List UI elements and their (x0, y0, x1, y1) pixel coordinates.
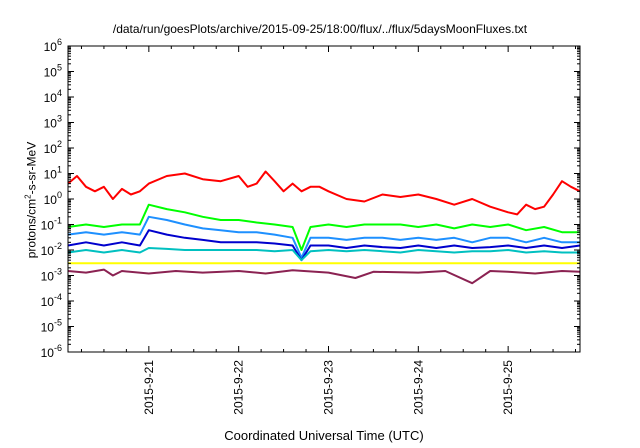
chart-title: /data/run/goesPlots/archive/2015-09-25/1… (112, 22, 528, 36)
y-tick-exponent: 4 (57, 88, 62, 98)
plot-frame (67, 45, 581, 353)
series-line-4 (67, 229, 581, 262)
y-tick-label: 101 (44, 165, 62, 182)
y-tick-label: 10-3 (41, 267, 62, 284)
x-axis-label: Coordinated Universal Time (UTC) (224, 428, 424, 443)
y-tick-exponent: -1 (54, 216, 62, 226)
y-tick-exponent: 0 (57, 190, 62, 200)
series-line-7 (67, 268, 581, 285)
y-tick-exponent: 5 (57, 63, 62, 73)
y-tick-exponent: -4 (54, 292, 62, 302)
y-tick-exponent: 2 (57, 139, 62, 149)
y-tick-base: 10 (41, 346, 55, 360)
y-tick-base: 10 (44, 168, 58, 182)
y-tick-base: 10 (44, 117, 58, 131)
y-tick-label: 10-4 (41, 292, 62, 309)
y-tick-exponent: -2 (54, 241, 62, 251)
y-tick-label: 10-5 (41, 318, 62, 335)
y-tick-base: 10 (41, 270, 55, 284)
chart-marks (67, 170, 581, 285)
y-tick-base: 10 (41, 295, 55, 309)
y-tick-base: 10 (44, 91, 58, 105)
chart-axes: 10-610-510-410-310-210-11001011021031041… (41, 37, 580, 415)
y-tick-label: 105 (44, 63, 62, 80)
y-tick-base: 10 (44, 66, 58, 80)
y-tick-base: 10 (44, 40, 58, 54)
y-tick-label: 103 (44, 114, 62, 131)
y-tick-label: 10-1 (41, 216, 62, 233)
y-tick-label: 104 (44, 88, 62, 105)
y-tick-exponent: -3 (54, 267, 62, 277)
y-tick-base: 10 (41, 219, 55, 233)
y-tick-exponent: 1 (57, 165, 62, 175)
y-tick-label: 102 (44, 139, 62, 156)
y-tick-exponent: -6 (54, 343, 62, 353)
y-tick-base: 10 (41, 321, 55, 335)
y-tick-base: 10 (41, 244, 55, 258)
y-tick-label: 100 (44, 190, 62, 207)
series-line-3 (67, 215, 580, 259)
y-tick-exponent: 6 (57, 37, 62, 47)
x-tick-label: 2015-9-21 (142, 360, 156, 415)
y-tick-label: 10-6 (41, 343, 62, 360)
x-tick-label: 2015-9-25 (501, 360, 515, 415)
series-line-5 (67, 247, 580, 262)
series-line-1 (67, 170, 581, 216)
y-tick-base: 10 (44, 142, 58, 156)
y-tick-label: 106 (44, 37, 62, 54)
y-tick-label: 10-2 (41, 241, 62, 258)
y-tick-base: 10 (44, 193, 58, 207)
y-tick-exponent: -5 (54, 318, 62, 328)
x-tick-label: 2015-9-24 (411, 360, 425, 415)
x-tick-label: 2015-9-22 (232, 360, 246, 415)
series-line-2 (67, 203, 580, 251)
y-tick-exponent: 3 (57, 114, 62, 124)
x-tick-label: 2015-9-23 (321, 360, 335, 415)
